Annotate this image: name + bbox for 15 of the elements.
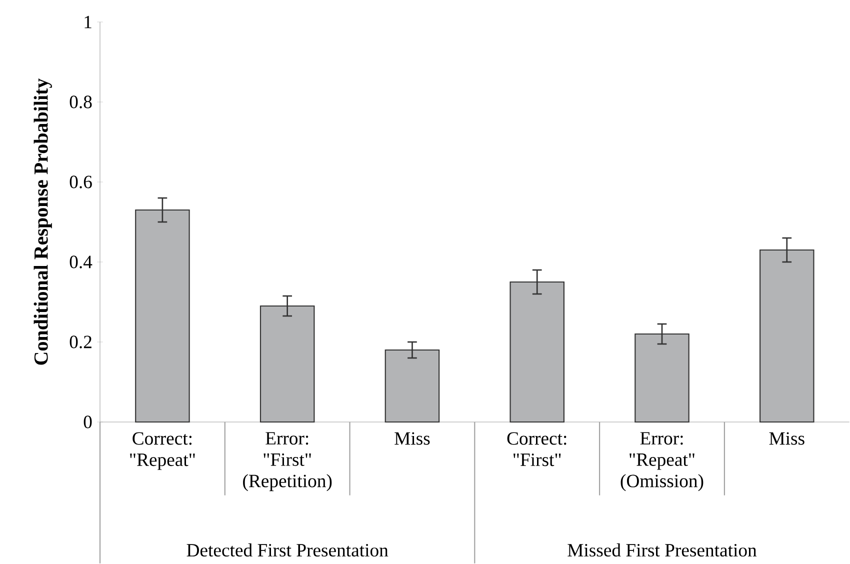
x-tick-label: Error: "Repeat" (Omission): [620, 432, 704, 492]
x-tick-label: Correct: "First": [507, 432, 566, 466]
y-tick-label: 0.8: [70, 96, 92, 108]
x-tick-label: Miss: [769, 432, 804, 445]
x-tick-label: Miss: [394, 432, 430, 445]
x-tick-label: Correct: "Repeat": [130, 432, 195, 470]
y-tick-label: 0.2: [70, 336, 92, 348]
x-tick-label: Error: "First" (Repetition): [243, 432, 332, 492]
y-tick-label: 0: [84, 416, 92, 428]
y-tick-label: 0.6: [70, 176, 92, 188]
text: Missed First Presentation: [568, 543, 757, 557]
y-tick-label: 1: [84, 16, 92, 28]
y-tick-label: 0.4: [70, 256, 92, 268]
y-axis-title: Conditional Response Probability: [34, 78, 52, 365]
text: Detected First Presentation: [186, 543, 388, 557]
